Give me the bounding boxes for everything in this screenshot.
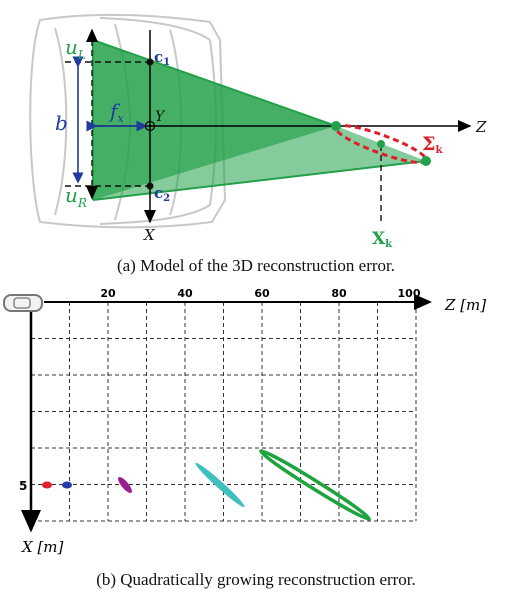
label-y: Y [155,109,166,125]
error-ellipse-5 [258,449,372,521]
tick-label-z: 100 [398,287,421,300]
label-c1: c1 [154,48,170,68]
label-sigma: Σk [422,133,443,156]
label-c2: c2 [154,184,170,204]
error-ellipse-1 [42,481,52,489]
tick-label-z: 40 [177,287,193,300]
camera-center-1 [146,58,154,66]
label-x: X [143,226,156,244]
y-axis-marker [144,120,156,132]
tick-label-z: 20 [100,287,116,300]
label-xk: Xk [372,229,393,250]
x-axis-label: X [m] [21,538,64,556]
tick-label-z: 60 [254,287,270,300]
car-icon [3,294,43,312]
label-u-r: uR [65,183,87,210]
label-b: b [55,111,68,135]
caption-bottom: (b) Quadratically growing reconstruction… [96,570,416,589]
error-grid-chart: 20 40 60 80 100 [3,287,432,533]
error-ellipse-3 [118,477,132,493]
label-u-l: uL [65,35,86,62]
tick-label-z: 80 [331,287,347,300]
camera-center-2 [146,182,154,190]
z-axis-label: Z [m] [444,296,486,314]
error-ellipse-2 [62,481,72,489]
error-ellipse-4 [195,462,245,508]
label-z: Z [475,118,487,136]
caption-top: (a) Model of the 3D reconstruction error… [116,256,396,275]
tick-x-5: 5 [19,479,27,493]
uncertainty-cone [92,39,427,201]
